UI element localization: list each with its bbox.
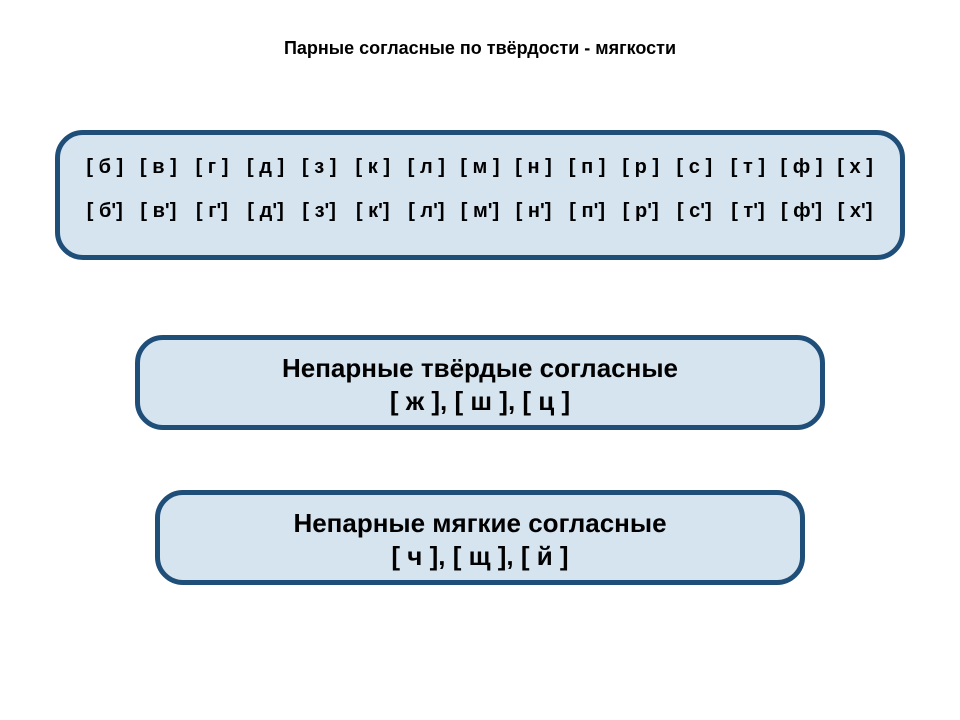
hard-cell-7: [ м ] <box>453 157 507 177</box>
hard-cell-5: [ к ] <box>346 157 400 177</box>
soft-cell-4: [ з'] <box>292 201 346 221</box>
paired-consonants-panel: [ б ][ в ][ г ][ д ][ з ][ к ][ л ][ м ]… <box>55 130 905 260</box>
hard-cell-6: [ л ] <box>400 157 454 177</box>
soft-cell-3: [ д'] <box>239 201 293 221</box>
soft-cell-1: [ в'] <box>132 201 186 221</box>
soft-cell-13: [ ф'] <box>775 201 829 221</box>
page-title: Парные согласные по твёрдости - мягкости <box>0 38 960 59</box>
unpaired-hard-heading: Непарные твёрдые согласные <box>150 352 810 385</box>
hard-cell-3: [ д ] <box>239 157 293 177</box>
soft-cell-2: [ г'] <box>185 201 239 221</box>
soft-cell-14: [ х'] <box>828 201 882 221</box>
unpaired-hard-sounds: [ ж ], [ ш ], [ ц ] <box>150 385 810 418</box>
soft-cell-7: [ м'] <box>453 201 507 221</box>
hard-cell-8: [ н ] <box>507 157 561 177</box>
hard-cell-11: [ с ] <box>668 157 722 177</box>
soft-cell-12: [ т'] <box>721 201 775 221</box>
soft-cell-11: [ с'] <box>668 201 722 221</box>
unpaired-hard-panel: Непарные твёрдые согласные [ ж ], [ ш ],… <box>135 335 825 430</box>
hard-cell-1: [ в ] <box>132 157 186 177</box>
soft-row: [ б'][ в'][ г'][ д'][ з'][ к'][ л'][ м']… <box>70 201 890 221</box>
hard-cell-10: [ р ] <box>614 157 668 177</box>
soft-cell-8: [ н'] <box>507 201 561 221</box>
hard-cell-0: [ б ] <box>78 157 132 177</box>
hard-cell-13: [ ф ] <box>775 157 829 177</box>
soft-cell-9: [ п'] <box>560 201 614 221</box>
soft-cell-5: [ к'] <box>346 201 400 221</box>
hard-cell-2: [ г ] <box>185 157 239 177</box>
hard-row: [ б ][ в ][ г ][ д ][ з ][ к ][ л ][ м ]… <box>70 157 890 177</box>
hard-cell-14: [ х ] <box>828 157 882 177</box>
hard-cell-4: [ з ] <box>292 157 346 177</box>
unpaired-soft-sounds: [ ч ], [ щ ], [ й ] <box>170 540 790 573</box>
hard-cell-12: [ т ] <box>721 157 775 177</box>
soft-cell-6: [ л'] <box>400 201 454 221</box>
soft-cell-0: [ б'] <box>78 201 132 221</box>
unpaired-soft-heading: Непарные мягкие согласные <box>170 507 790 540</box>
soft-cell-10: [ р'] <box>614 201 668 221</box>
unpaired-soft-panel: Непарные мягкие согласные [ ч ], [ щ ], … <box>155 490 805 585</box>
hard-cell-9: [ п ] <box>560 157 614 177</box>
